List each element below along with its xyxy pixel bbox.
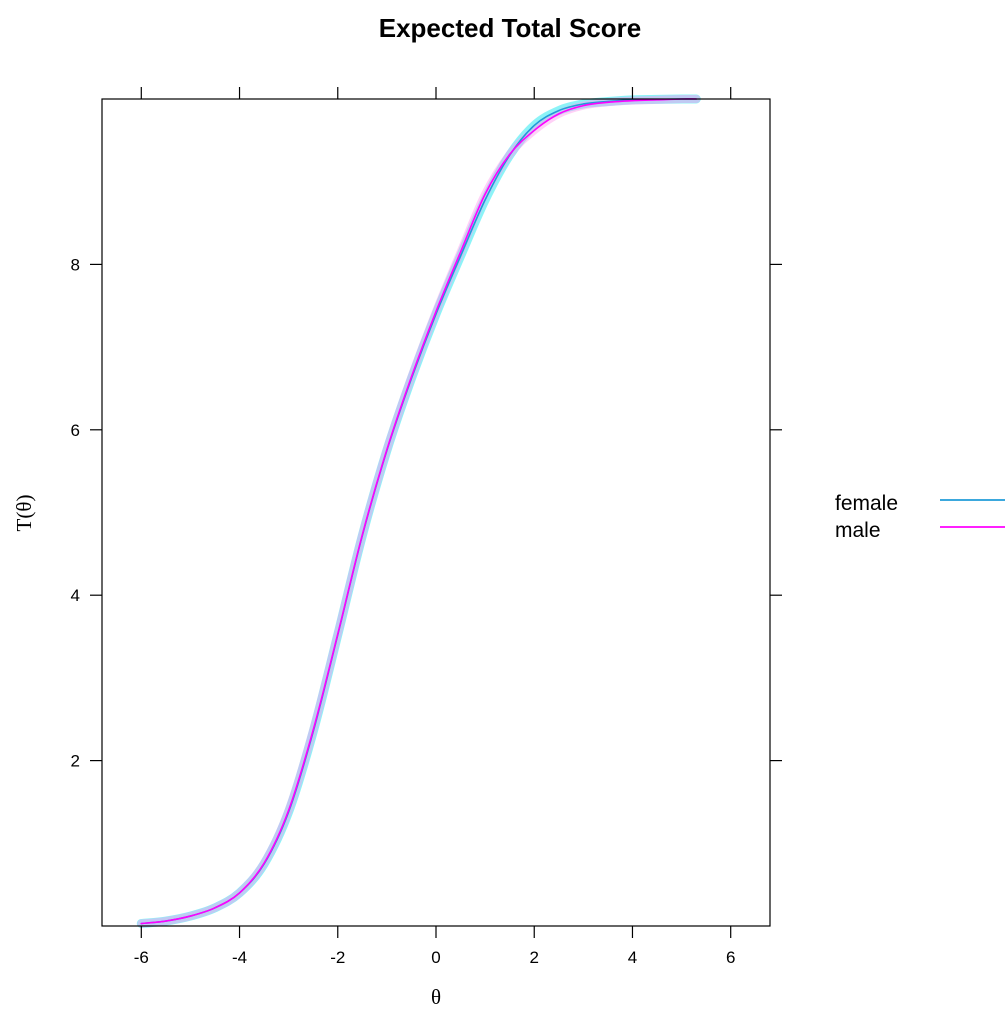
plot-frame xyxy=(101,98,771,927)
x-tick-label: -2 xyxy=(330,948,345,967)
y-axis: 2 4 6 8 xyxy=(71,255,782,771)
confidence-bands xyxy=(136,94,701,929)
legend-label-female: female xyxy=(835,492,898,515)
series-lines xyxy=(140,98,698,925)
y-tick-label: 8 xyxy=(71,255,80,274)
legend: female male xyxy=(835,492,1005,542)
series-line-female xyxy=(140,98,698,925)
plot-area xyxy=(101,94,771,929)
series-band-female xyxy=(136,94,701,929)
x-tick-label: 2 xyxy=(530,948,539,967)
x-tick-label: -4 xyxy=(232,948,247,967)
y-tick-label: 4 xyxy=(71,586,80,605)
x-axis-label: θ xyxy=(431,985,441,1009)
y-axis-label: T(θ) xyxy=(12,495,36,532)
chart-title: Expected Total Score xyxy=(379,13,642,43)
x-tick-label: 0 xyxy=(431,948,440,967)
series-line-male xyxy=(140,98,698,925)
y-tick-label: 2 xyxy=(71,752,80,771)
x-axis: -6 -4 -2 0 2 4 6 xyxy=(134,87,735,967)
y-tick-label: 6 xyxy=(71,421,80,440)
x-tick-label: -6 xyxy=(134,948,149,967)
x-tick-label: 4 xyxy=(628,948,637,967)
legend-label-male: male xyxy=(835,519,881,542)
x-tick-label: 6 xyxy=(726,948,735,967)
series-band-male xyxy=(137,94,701,928)
